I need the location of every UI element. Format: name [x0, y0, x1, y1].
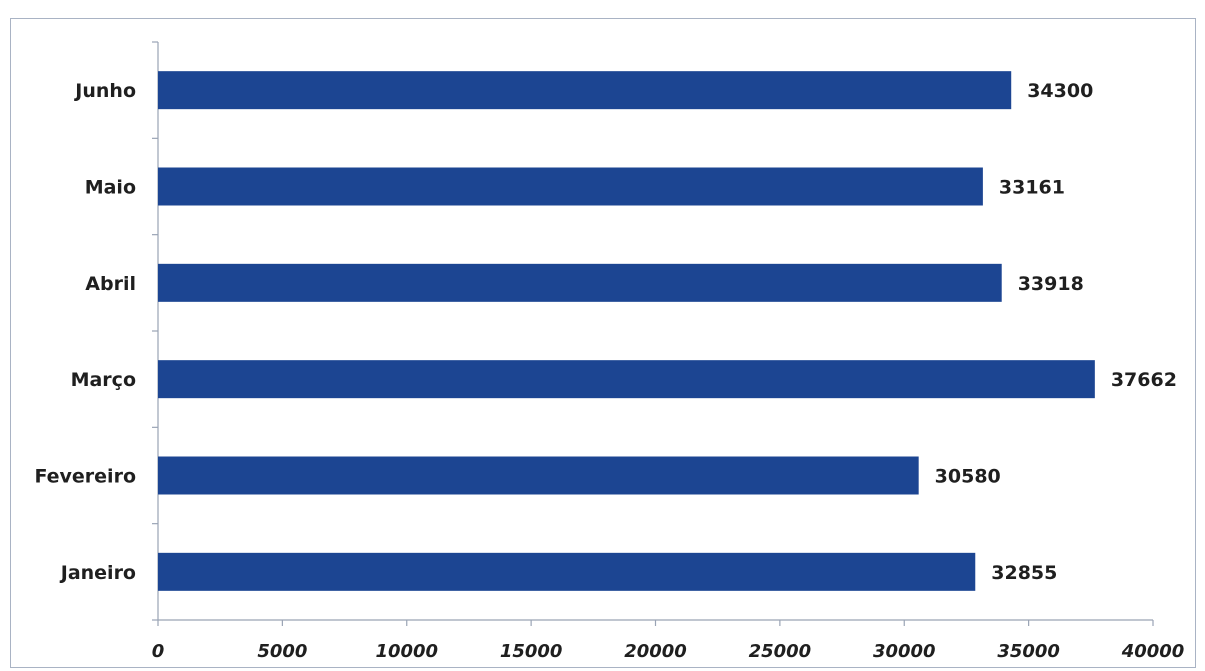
data-label: 30580 [935, 466, 1001, 488]
x-tick-label: 15000 [500, 641, 563, 662]
data-label: 33918 [1018, 273, 1084, 295]
category-label: Março [71, 369, 136, 391]
bar-fevereiro [158, 456, 919, 495]
x-tick-label: 20000 [624, 641, 687, 662]
x-tick-label: 30000 [873, 641, 936, 662]
data-label: 34300 [1027, 80, 1093, 102]
x-tick-label: 10000 [375, 641, 438, 662]
x-tick-label: 5000 [257, 641, 307, 662]
category-label: Abril [85, 273, 136, 295]
bar-abril [158, 263, 1002, 302]
bar-março [158, 360, 1095, 399]
category-label: Maio [85, 177, 136, 199]
bar-maio [158, 167, 983, 206]
data-label: 33161 [999, 177, 1065, 199]
bars [158, 71, 1095, 591]
category-label: Junho [73, 80, 136, 102]
bar-janeiro [158, 552, 976, 591]
x-tick-label: 25000 [749, 641, 812, 662]
data-label: 37662 [1111, 369, 1177, 391]
category-label: Janeiro [59, 562, 136, 584]
labels: 0 5000 10000 15000 20000 25000 30000 35000 40000… [34, 80, 1184, 662]
x-tick-label: 35000 [997, 641, 1060, 662]
data-label: 32855 [991, 562, 1057, 584]
x-tick-label: 0 [152, 641, 165, 662]
category-label: Fevereiro [34, 466, 136, 488]
bar-junho [158, 71, 1012, 110]
x-tick-label: 40000 [1121, 641, 1185, 662]
axes [152, 41, 1154, 626]
